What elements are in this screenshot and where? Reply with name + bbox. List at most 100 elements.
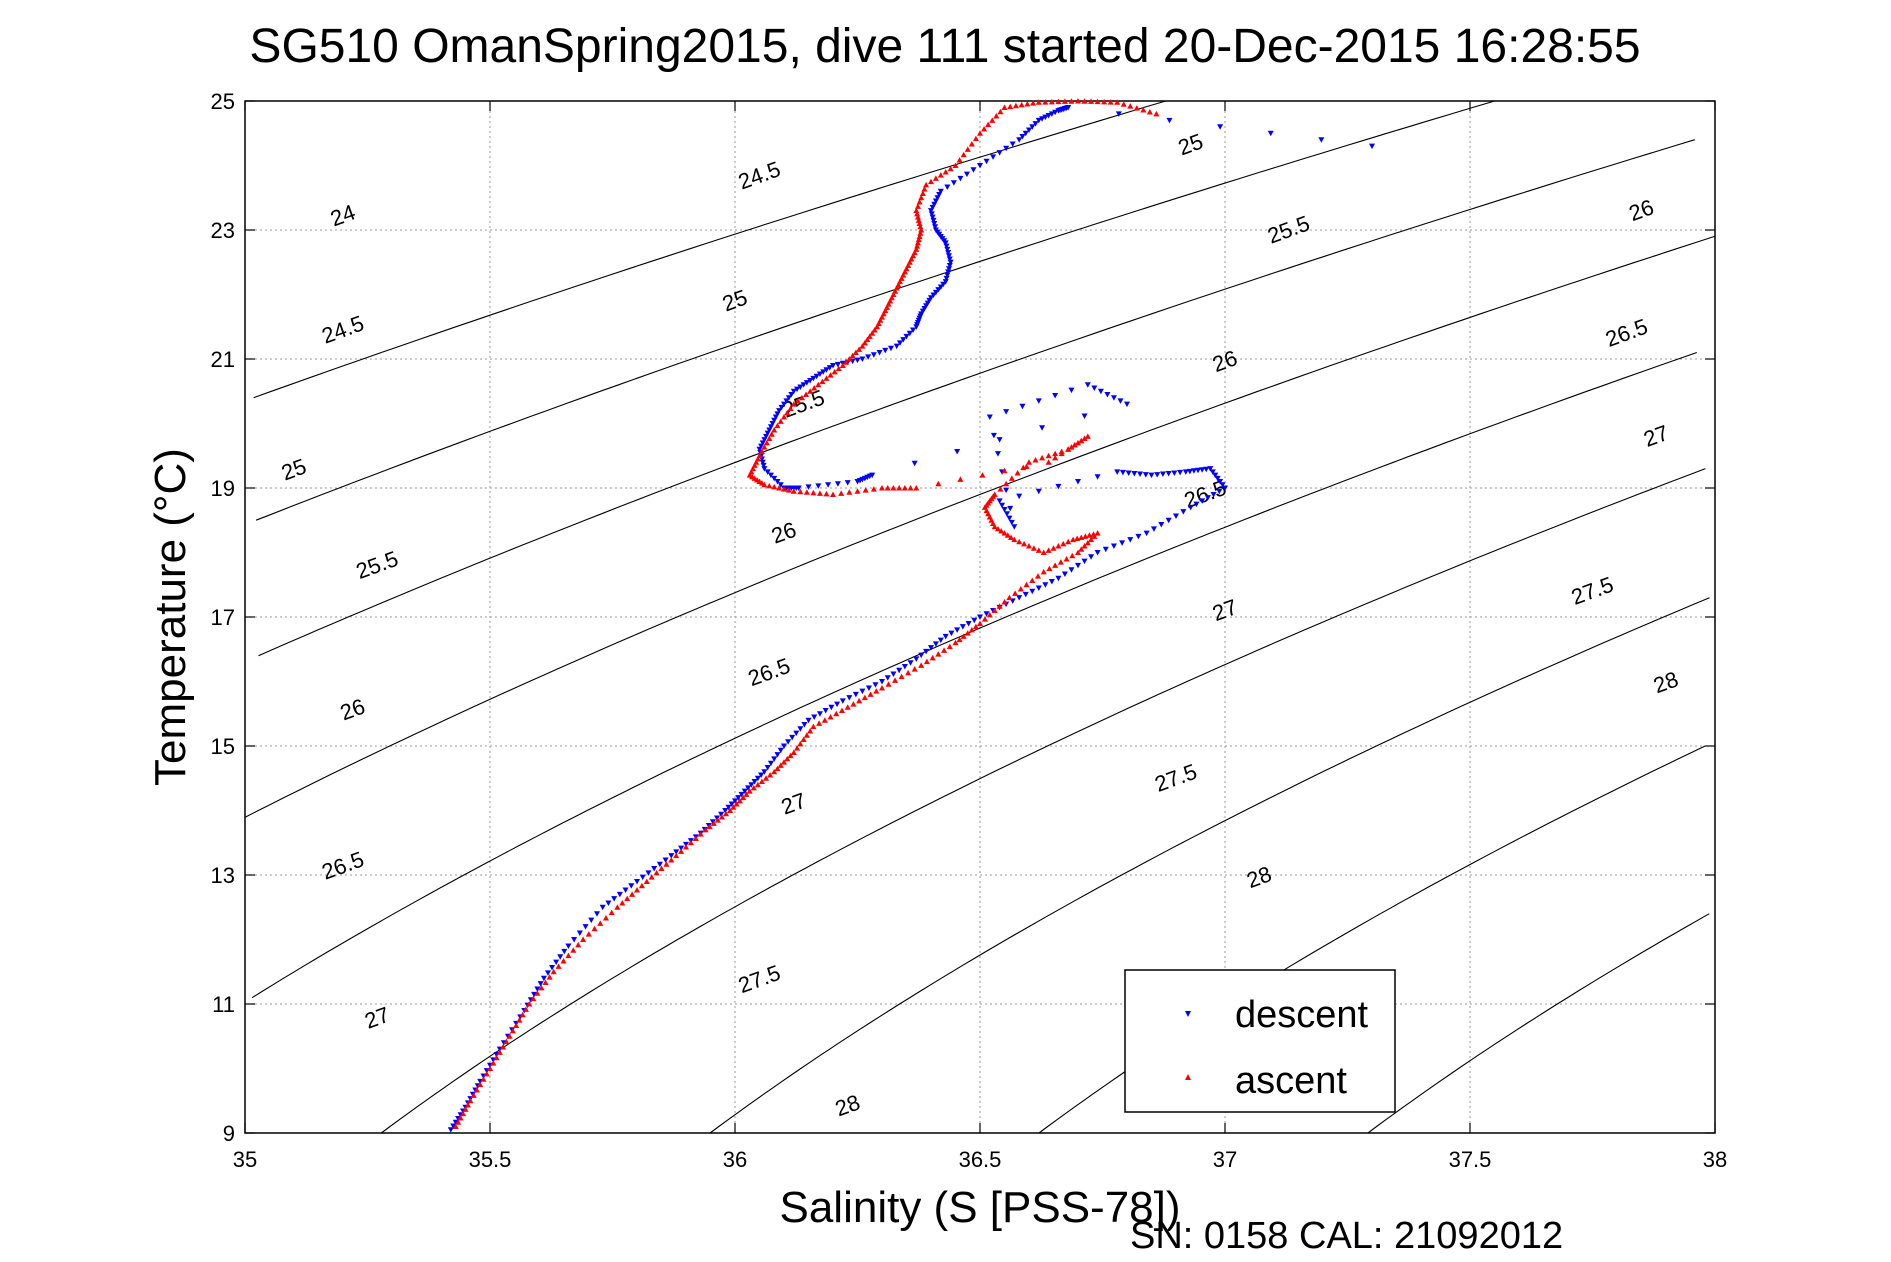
ascent-point [794, 397, 801, 404]
ascent-point [942, 168, 949, 175]
descent-point [540, 975, 547, 982]
ascent-point [914, 210, 921, 217]
ascent-point [522, 1006, 529, 1012]
ascent-point [932, 175, 939, 181]
descent-point [1006, 515, 1013, 522]
descent-point [1154, 472, 1161, 478]
ascent-point [790, 488, 797, 494]
ascent-point [905, 669, 912, 676]
descent-point [942, 633, 949, 640]
ascent-point [919, 190, 926, 196]
ascent-point [1018, 101, 1025, 108]
legend-ascent-label: ascent [1235, 1060, 1347, 1102]
ascent-point [879, 684, 885, 691]
ascent-point [985, 510, 992, 517]
ascent-point [710, 820, 717, 826]
ascent-point [758, 778, 765, 784]
descent-point [1094, 550, 1101, 556]
ascent-point [923, 181, 930, 188]
y-axis-title: Temperature (°C) [146, 448, 195, 786]
ascent-point [1042, 99, 1049, 105]
legend-descent-marker [1185, 1011, 1191, 1017]
descent-point [797, 384, 804, 390]
descent-point [745, 785, 752, 791]
descent-point [1124, 401, 1130, 408]
descent-point [937, 188, 944, 195]
ascent-point [1007, 103, 1014, 110]
ascent-point [490, 1060, 497, 1066]
descent-point [771, 475, 778, 482]
descent-point [983, 158, 990, 165]
ascent-point [879, 314, 885, 320]
descent-point [882, 347, 889, 354]
ascent-point [870, 486, 877, 492]
ascent-point [1078, 534, 1085, 540]
ascent-point [1068, 98, 1075, 104]
y-tick-label: 19 [211, 476, 235, 501]
descent-point [735, 795, 742, 801]
descent-point [1114, 469, 1121, 475]
ascent-point [493, 1054, 500, 1061]
descent-point [1177, 469, 1184, 476]
ascent-point [831, 368, 838, 375]
ascent-point [803, 732, 810, 738]
ascent-point [516, 1017, 523, 1023]
ascent-point [692, 835, 699, 841]
descent-point [1022, 130, 1029, 137]
x-tick-label: 35.5 [469, 1147, 512, 1172]
ascent-point [1011, 536, 1018, 543]
ascent-point [462, 1106, 469, 1112]
ascent-point [1035, 547, 1042, 553]
descent-point [932, 224, 939, 230]
descent-point [761, 769, 768, 775]
descent-point [990, 432, 997, 439]
x-tick-label: 37.5 [1449, 1147, 1492, 1172]
descent-point [1142, 472, 1149, 478]
descent-point [834, 481, 841, 487]
descent-point [805, 484, 812, 490]
descent-point [946, 256, 953, 263]
ascent-point [867, 691, 874, 697]
ascent-point [653, 869, 660, 876]
descent-point [910, 327, 917, 333]
descent-point [1094, 474, 1101, 480]
descent-point [1190, 468, 1197, 474]
ascent-point [1061, 98, 1068, 104]
descent-point [722, 808, 729, 814]
ascent-point [911, 666, 918, 672]
ascent-point [981, 616, 988, 622]
descent-point [1009, 141, 1016, 147]
ascent-point [1086, 532, 1093, 538]
descent-point [1166, 117, 1173, 124]
descent-point [1055, 483, 1062, 490]
ascent-point [917, 223, 924, 230]
ascent-point [852, 349, 859, 356]
ascent-point [823, 490, 830, 497]
descent-point [943, 275, 950, 282]
ascent-point [1030, 545, 1037, 551]
descent-point [844, 480, 851, 486]
descent-point [634, 878, 640, 885]
descent-point [929, 214, 936, 221]
descent-point [1207, 466, 1214, 472]
ascent-point [915, 217, 922, 223]
ascent-point [935, 480, 942, 487]
descent-point [846, 695, 853, 701]
ascent-point [774, 422, 781, 429]
ascent-point [758, 480, 765, 486]
descent-point [1068, 567, 1075, 573]
descent-point [1048, 111, 1055, 117]
descent-point [1210, 491, 1217, 498]
ascent-point [988, 517, 995, 523]
descent-point [593, 911, 600, 917]
descent-point [1016, 595, 1023, 601]
descent-point [957, 175, 964, 182]
descent-point [1173, 513, 1179, 519]
ascent-point [1075, 98, 1081, 104]
descent-point [1001, 507, 1008, 513]
ascent-point [1030, 100, 1037, 106]
y-tick-label: 15 [211, 734, 235, 759]
ascent-point [985, 121, 992, 128]
descent-point [1369, 143, 1375, 150]
descent-point [859, 356, 866, 362]
